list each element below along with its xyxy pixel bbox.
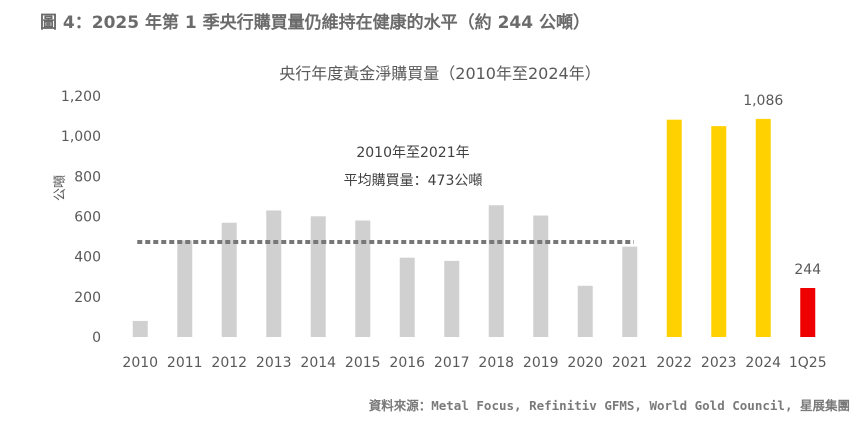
x-tick-label: 2020 — [567, 355, 603, 371]
chart-title: 央行年度黃金淨購買量（2010年至2024年） — [279, 64, 600, 83]
y-tick-label: 0 — [92, 330, 101, 346]
average-label-value: 平均購買量：473公噸 — [344, 173, 483, 189]
x-tick-label: 2014 — [300, 355, 336, 371]
y-tick-label: 400 — [74, 250, 101, 266]
bar-2018 — [488, 205, 504, 337]
bar-2013 — [266, 210, 282, 337]
bar-2024 — [755, 118, 771, 338]
bar-2017 — [444, 260, 460, 337]
y-tick-label: 1,000 — [61, 129, 101, 145]
x-tick-label: 2019 — [523, 355, 559, 371]
bar-2021 — [622, 246, 638, 337]
x-tick-label: 2021 — [612, 355, 648, 371]
bar-2016 — [399, 257, 415, 337]
data-label-2024: 1,086 — [743, 93, 783, 109]
bar-2023 — [711, 126, 727, 337]
x-tick-label: 2016 — [389, 355, 425, 371]
x-tick-label: 2010 — [122, 355, 158, 371]
bar-2012 — [221, 222, 237, 337]
x-tick-label: 2022 — [656, 355, 692, 371]
bar-2015 — [355, 220, 371, 337]
y-tick-label: 600 — [74, 210, 101, 226]
y-axis-title: 公噸 — [53, 175, 68, 201]
x-tick-label: 2012 — [211, 355, 247, 371]
x-axis-ticks: 2010 2011 2012 2013 2014 2015 2016 2017 2018 2019… — [122, 355, 826, 371]
y-tick-label: 200 — [74, 290, 101, 306]
data-labels: 1,086 244 — [743, 93, 821, 278]
y-tick-label: 800 — [74, 169, 101, 185]
bar-2010 — [132, 320, 148, 337]
bar-2011 — [177, 240, 193, 337]
bar-series — [132, 118, 816, 338]
x-tick-label: 2018 — [478, 355, 514, 371]
average-label-period: 2010年至2021年 — [356, 145, 469, 161]
x-tick-label: 2013 — [256, 355, 292, 371]
x-tick-label: 2023 — [701, 355, 737, 371]
x-tick-label: 2017 — [434, 355, 470, 371]
bar-2019 — [533, 215, 549, 337]
y-axis-ticks: 0 200 400 600 800 1,000 1,200 — [61, 89, 101, 346]
x-tick-label: 2024 — [745, 355, 781, 371]
bar-2022 — [666, 119, 682, 337]
figure-heading: 圖 4：2025 年第 1 季央行購買量仍維持在健康的水平（約 244 公噸） — [40, 13, 590, 33]
bar-2020 — [577, 285, 593, 337]
source-note: 資料來源：Metal Focus, Refinitiv GFMS, World … — [368, 398, 850, 413]
x-tick-label: 2011 — [167, 355, 203, 371]
y-tick-label: 1,200 — [61, 89, 101, 105]
data-label-1q25: 244 — [794, 262, 821, 278]
bar-1q25 — [800, 287, 816, 337]
bar-2014 — [310, 216, 326, 337]
x-tick-label: 1Q25 — [789, 355, 827, 371]
x-tick-label: 2015 — [345, 355, 381, 371]
